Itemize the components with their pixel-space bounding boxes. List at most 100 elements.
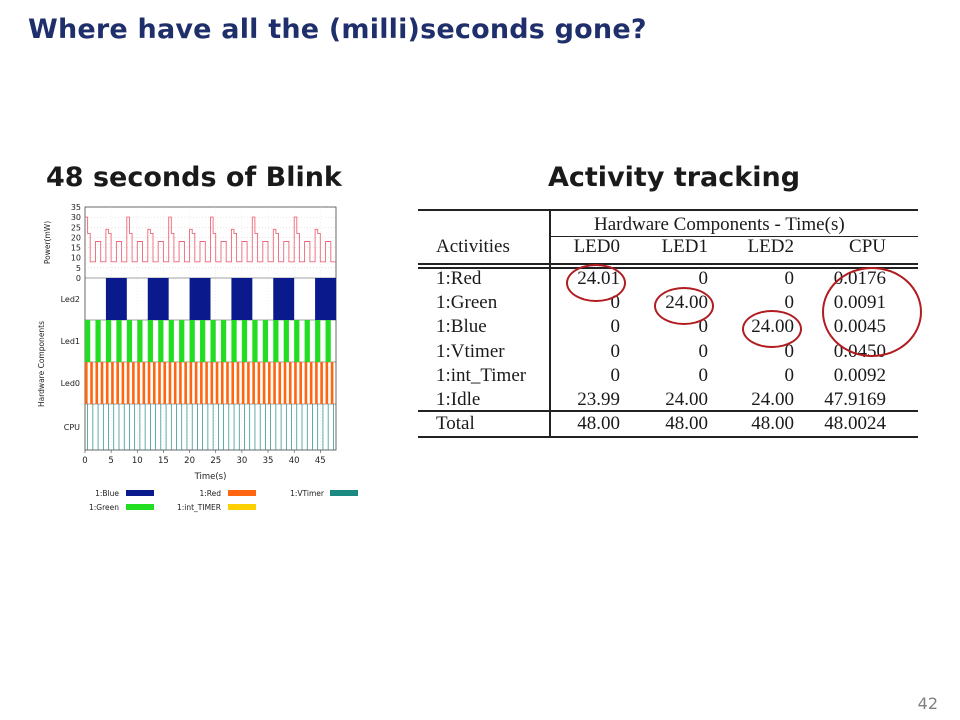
table-col-header-led0: LED0 <box>573 236 620 257</box>
led1-bar <box>210 320 216 362</box>
power-tick-label: 0 <box>76 274 81 283</box>
table-cell: 0 <box>698 316 709 338</box>
led1-bar <box>95 320 101 362</box>
led0-bar <box>330 362 334 404</box>
slide-title: Where have all the (milli)seconds gone? <box>28 14 647 45</box>
x-tick-label: 20 <box>184 456 195 466</box>
led2-bar <box>231 278 253 320</box>
led0-bar <box>85 362 88 404</box>
table-row-activity: 1:Green <box>436 292 498 314</box>
led2-bar <box>315 278 336 320</box>
table-rule-vertical <box>549 209 551 438</box>
led0-bar <box>247 362 250 404</box>
led1-bar <box>231 320 237 362</box>
led0-bar <box>95 362 99 404</box>
led0-bar <box>278 362 282 404</box>
led2-bar <box>273 278 295 320</box>
highlight-circle-cpu <box>822 267 922 357</box>
led0-bar <box>320 362 323 404</box>
table-cell: 0 <box>698 340 709 362</box>
x-tick-label: 45 <box>315 456 326 466</box>
led1-bar <box>220 320 227 362</box>
led1-bar <box>147 320 153 362</box>
table-row-activity: 1:Red <box>436 268 482 289</box>
led0-bar <box>252 362 255 404</box>
component-row-label: CPU <box>64 423 80 432</box>
table-total-value: 48.00 <box>751 413 794 434</box>
led1-bar <box>315 320 321 362</box>
led0-bar <box>90 362 93 404</box>
led0-bar <box>283 362 287 404</box>
led0-bar <box>215 362 219 404</box>
table-cell: 0 <box>610 340 621 362</box>
led0-bar <box>147 362 151 404</box>
legend-label: 1:Green <box>89 503 119 512</box>
led1-bar <box>126 320 133 362</box>
led0-bar <box>142 362 146 404</box>
power-tick-label: 35 <box>71 203 81 212</box>
led1-bar <box>158 320 164 362</box>
led0-bar <box>236 362 240 404</box>
led1-bar <box>304 320 310 362</box>
power-tick-label: 5 <box>76 264 81 273</box>
legend-label: 1:Blue <box>95 489 119 498</box>
led1-bar <box>116 320 122 362</box>
led0-bar <box>126 362 130 404</box>
table-cell: 0 <box>610 364 621 386</box>
led0-bar <box>105 362 109 404</box>
table-rule-header <box>418 263 918 265</box>
table-cell: 47.9169 <box>824 389 886 410</box>
power-tick-label: 30 <box>71 213 81 222</box>
legend-swatch <box>126 490 154 496</box>
table-cell: 0 <box>784 268 795 289</box>
led0-bar <box>163 362 167 404</box>
led2-bar <box>105 278 127 320</box>
legend-label: 1:int_TIMER <box>177 503 221 512</box>
table-cell: 0.0092 <box>833 364 886 386</box>
led0-bar <box>194 362 198 404</box>
component-row-label: Led2 <box>61 295 80 304</box>
highlight-circle-led0-red <box>566 264 626 302</box>
table-row-activity: 1:int_Timer <box>436 364 527 386</box>
highlight-circle-led2-blue <box>742 310 802 348</box>
led2-bar <box>147 278 169 320</box>
led0-bar <box>304 362 308 404</box>
led0-bar <box>294 362 297 404</box>
led0-bar <box>200 362 203 404</box>
led1-bar <box>252 320 258 362</box>
table-col-header-activities: Activities <box>436 236 510 257</box>
table-row-activity: 1:Idle <box>436 389 481 410</box>
legend-swatch <box>126 504 154 510</box>
table-total-value: 48.00 <box>577 413 620 434</box>
led1-bar <box>189 320 195 362</box>
led0-bar <box>132 362 135 404</box>
led1-bar <box>168 320 174 362</box>
x-tick-label: 10 <box>132 456 143 466</box>
led1-bar <box>325 320 331 362</box>
power-tick-label: 15 <box>71 244 81 253</box>
led0-bar <box>173 362 177 404</box>
led0-bar <box>152 362 156 404</box>
led1-bar <box>200 320 206 362</box>
led0-bar <box>184 362 187 404</box>
led0-bar <box>220 362 224 404</box>
led2-bar <box>189 278 211 320</box>
table-cell: 0 <box>784 292 795 314</box>
led0-bar <box>116 362 119 404</box>
led0-bar <box>137 362 140 404</box>
table-cell: 0 <box>784 340 795 362</box>
led0-bar <box>121 362 125 404</box>
led0-bar <box>273 362 276 404</box>
power-trace <box>85 216 336 263</box>
table-col-header-led1: LED1 <box>661 236 708 257</box>
led0-bar <box>241 362 245 404</box>
led1-bar <box>273 320 279 362</box>
led0-bar <box>268 362 271 404</box>
activity-tracking-table: Hardware Components - Time(s) Activities… <box>418 209 922 439</box>
table-cell: 24.00 <box>751 389 794 410</box>
led0-bar <box>158 362 161 404</box>
x-tick-label: 25 <box>210 456 221 466</box>
table-rule-total <box>418 410 918 412</box>
led1-bar <box>241 320 248 362</box>
table-rule-header-2 <box>418 267 918 269</box>
